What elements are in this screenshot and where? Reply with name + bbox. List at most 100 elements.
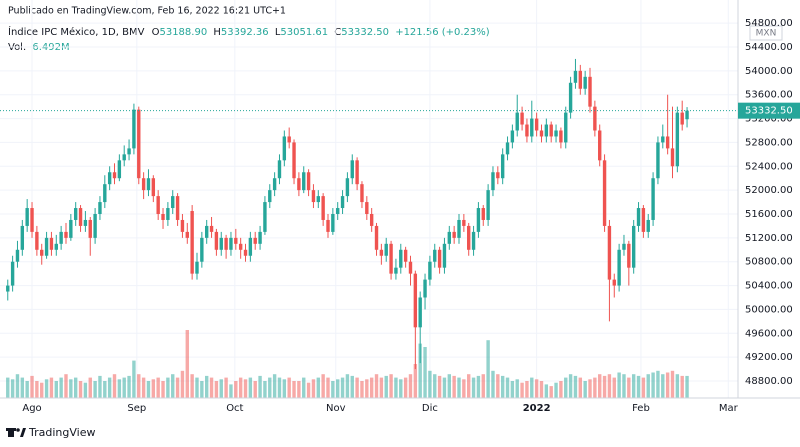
candle-body	[238, 243, 243, 250]
volume-bar	[442, 377, 447, 398]
volume-bar	[180, 370, 185, 398]
candle-body	[525, 124, 529, 137]
y-tick-label: 54400.00	[745, 42, 793, 53]
change-value: +121.56 (+0.23%)	[395, 27, 490, 38]
candle-body	[15, 249, 20, 262]
x-tick-label: Mar	[719, 403, 739, 414]
candle-body	[442, 243, 447, 268]
published-note: Publicado en TradingView.com, Feb 16, 20…	[8, 6, 286, 17]
volume-bar	[500, 375, 505, 398]
volume-bar	[389, 374, 393, 398]
candle-body	[73, 208, 78, 220]
volume-bar	[331, 381, 335, 398]
candle-body	[607, 225, 612, 280]
volume-bar	[185, 330, 189, 398]
symbol: Índice IPC México, 1D, BMV	[8, 25, 145, 38]
volume-bar	[316, 377, 320, 398]
candle-body	[510, 130, 515, 143]
candle-body	[331, 214, 335, 232]
candle-body	[544, 124, 549, 137]
candle-body	[602, 160, 607, 226]
candle-body	[214, 231, 219, 250]
candle-body	[389, 243, 393, 274]
candle-body	[355, 160, 359, 185]
candle-body	[423, 279, 427, 298]
volume-bar	[360, 381, 364, 398]
volume-bar	[554, 382, 558, 398]
volume-bar	[171, 374, 175, 398]
candle-body	[685, 110, 689, 120]
candle-body	[272, 178, 277, 191]
volume-bar	[670, 370, 675, 398]
volume-bar	[394, 377, 398, 398]
volume-label: Vol.	[8, 42, 26, 53]
volume-bar	[593, 377, 597, 398]
plot-area	[0, 0, 738, 398]
candle-body	[530, 118, 534, 137]
volume-bar	[471, 377, 476, 398]
low-value: 53051.61	[280, 27, 328, 38]
candle-body	[559, 130, 563, 143]
logo-part	[16, 428, 20, 432]
candle-body	[452, 231, 456, 238]
volume-bar	[534, 379, 539, 398]
volume-bar	[656, 370, 660, 398]
candle-body	[598, 130, 602, 161]
candle-body	[229, 237, 233, 250]
volume-bar	[661, 374, 665, 398]
open-label: O	[152, 27, 160, 38]
volume-bar	[15, 374, 20, 398]
volume-bar	[641, 377, 646, 398]
candle-body	[578, 70, 583, 89]
candle-body	[428, 261, 432, 280]
logo-part	[8, 428, 14, 437]
x-tick-label: Ago	[22, 403, 41, 414]
candle-body	[54, 243, 58, 250]
y-tick-label: 50000.00	[745, 304, 793, 315]
candle-body	[253, 237, 257, 244]
volume-bar	[248, 377, 253, 398]
volume-bar	[297, 381, 301, 398]
volume-bar	[20, 377, 25, 398]
candle-body	[617, 249, 621, 286]
candle-body	[166, 208, 170, 220]
candle-body	[656, 142, 660, 179]
volume-bar	[369, 377, 374, 398]
volume-bar	[617, 372, 621, 398]
candle-body	[627, 243, 631, 268]
candle-body	[10, 261, 15, 286]
candle-body	[103, 184, 107, 203]
volume-bar	[578, 377, 583, 398]
volume-bar	[132, 360, 136, 398]
volume-bar	[675, 374, 680, 398]
volume-bar	[384, 375, 388, 398]
y-tick-label: 51600.00	[745, 209, 793, 220]
candle-body	[515, 112, 519, 131]
y-tick-label: 50400.00	[745, 281, 793, 292]
volume-bar	[44, 379, 49, 398]
candle-body	[568, 82, 573, 113]
candle-body	[25, 208, 29, 226]
volume-bar	[73, 377, 78, 398]
candle-body	[146, 178, 151, 191]
legend-line: Índice IPC México, 1D, BMV O53188.90 H53…	[8, 25, 490, 38]
candle-body	[243, 249, 248, 256]
candle-body	[64, 231, 68, 238]
candle-body	[127, 148, 131, 155]
candle-body	[302, 172, 306, 191]
volume-bar	[287, 377, 291, 398]
candle-body	[20, 225, 25, 250]
candle-body	[277, 160, 282, 179]
candle-body	[6, 285, 10, 292]
volume-bar	[622, 374, 626, 398]
volume-bar	[83, 382, 88, 398]
volume-bar	[510, 381, 515, 398]
candle-body	[534, 118, 539, 131]
candle-body	[321, 196, 325, 220]
volume-bar	[525, 381, 529, 398]
volume-bar	[573, 375, 578, 398]
volume-bar	[365, 379, 369, 398]
volume-bar	[224, 377, 228, 398]
y-tick-label: 49600.00	[745, 328, 793, 339]
volume-bar	[200, 381, 204, 398]
